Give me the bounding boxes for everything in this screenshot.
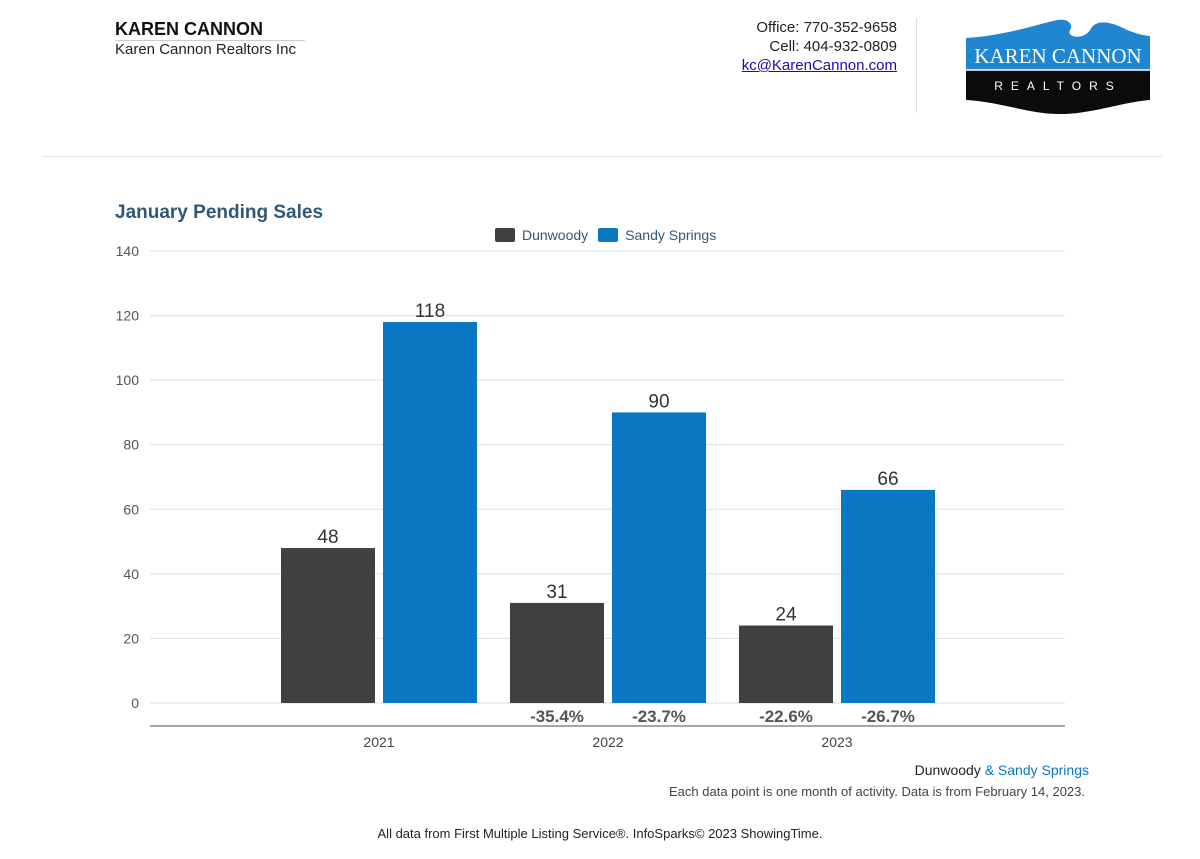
footer-series: Dunwoody & Sandy Springs	[915, 762, 1089, 778]
x-tick-label: 2023	[821, 734, 852, 750]
footer-series-b: & Sandy Springs	[984, 762, 1089, 778]
x-tick-label: 2021	[363, 734, 394, 750]
change-label: -23.7%	[632, 707, 686, 726]
chart-title: January Pending Sales	[115, 202, 324, 223]
header-rule	[42, 156, 1162, 157]
y-tick-label: 100	[116, 372, 140, 388]
y-tick-label: 140	[116, 243, 140, 259]
email-link[interactable]: kc@KarenCannon.com	[741, 57, 897, 74]
office-phone: Office: 770-352-9658	[756, 19, 897, 36]
y-tick-label: 0	[131, 695, 139, 711]
bar-sandy-springs	[612, 412, 706, 703]
legend-item-sandy-springs[interactable]: Sandy Springs	[598, 227, 716, 243]
y-tick-label: 80	[123, 437, 139, 453]
y-tick-label: 120	[116, 308, 140, 324]
change-label: -35.4%	[530, 707, 584, 726]
legend-label-dunwoody: Dunwoody	[522, 227, 589, 243]
logo-text-line2: REALTORS	[994, 79, 1122, 93]
legend-label-sandy-springs: Sandy Springs	[625, 227, 717, 243]
bar-dunwoody	[739, 625, 833, 703]
header-divider	[916, 18, 917, 113]
bar-sandy-springs	[841, 489, 935, 703]
data-label: 90	[648, 391, 669, 412]
cell-phone: Cell: 404-932-0809	[769, 38, 897, 55]
bar-dunwoody	[281, 548, 375, 703]
company-name: Karen Cannon Realtors Inc	[115, 41, 296, 58]
y-tick-label: 60	[123, 501, 139, 517]
y-tick-label: 40	[123, 566, 139, 582]
data-label: 24	[775, 605, 797, 626]
data-label: 48	[317, 527, 338, 548]
legend-swatch-dunwoody	[495, 228, 515, 242]
y-tick-label: 20	[123, 630, 139, 646]
chart-legend: Dunwoody Sandy Springs	[495, 227, 726, 243]
data-source: All data from First Multiple Listing Ser…	[377, 826, 823, 841]
legend-item-dunwoody[interactable]: Dunwoody	[495, 227, 588, 243]
footer-series-a: Dunwoody	[914, 762, 981, 778]
bar-dunwoody	[510, 602, 604, 703]
change-label: -26.7%	[861, 707, 915, 726]
name-divider	[115, 40, 305, 41]
change-label: -22.6%	[759, 707, 813, 726]
agent-name: KAREN CANNON	[115, 19, 263, 39]
logo-text-line1: KAREN CANNON	[974, 44, 1141, 68]
x-tick-label: 2022	[592, 734, 623, 750]
bar-sandy-springs	[383, 322, 477, 703]
legend-swatch-sandy-springs	[598, 228, 619, 242]
data-label: 118	[415, 301, 445, 322]
data-label: 31	[546, 582, 567, 603]
footer-note: Each data point is one month of activity…	[669, 784, 1085, 799]
company-logo: KAREN CANNON REALTORS	[966, 19, 1150, 114]
data-label: 66	[877, 469, 898, 490]
